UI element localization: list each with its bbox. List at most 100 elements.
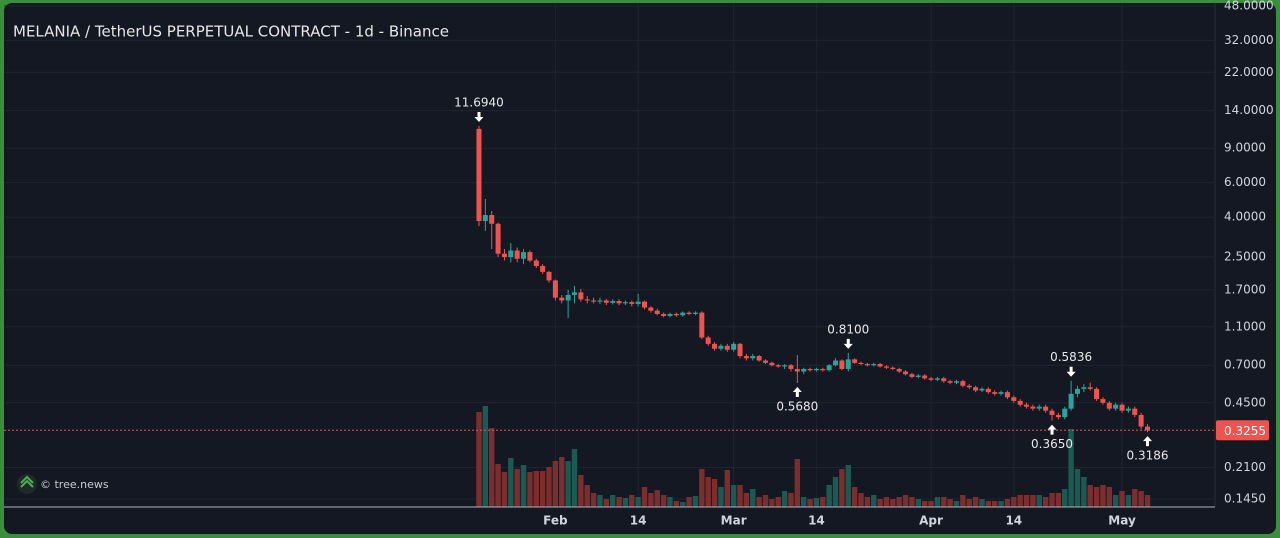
candle-body xyxy=(686,312,692,314)
volume-bar xyxy=(1030,495,1036,507)
y-tick-label: 6.0000 xyxy=(1224,175,1266,189)
volume-bar xyxy=(578,475,584,507)
annotation-label: 0.3186 xyxy=(1127,449,1169,463)
candle-body xyxy=(661,313,667,316)
candle-body xyxy=(501,253,507,258)
volume-bar xyxy=(820,497,826,507)
volume-bar xyxy=(832,477,839,507)
volume-bar xyxy=(985,501,992,507)
volume-bar xyxy=(1017,495,1023,507)
candle-body xyxy=(1068,393,1074,409)
volume-bar xyxy=(781,491,788,507)
volume-bar xyxy=(724,470,730,507)
candle-body xyxy=(1113,404,1119,409)
candle-body xyxy=(1074,388,1080,394)
candle-body xyxy=(680,312,686,316)
x-tick-label: May xyxy=(1108,514,1136,528)
candle-body xyxy=(642,301,648,308)
volume-bar xyxy=(769,499,775,507)
candle-body xyxy=(482,215,488,222)
candle-body xyxy=(1106,402,1112,409)
candle-body xyxy=(1043,406,1049,411)
volume-bar xyxy=(584,485,590,507)
volume-bar xyxy=(813,498,820,507)
candle-body xyxy=(1017,400,1023,405)
x-tick-label: 14 xyxy=(808,514,825,528)
candle-body xyxy=(546,271,552,281)
candle-body xyxy=(1062,408,1068,418)
volume-bar xyxy=(501,472,508,507)
volume-bar xyxy=(692,496,699,507)
candle-body xyxy=(1011,397,1017,401)
y-tick-label: 0.4500 xyxy=(1224,395,1266,409)
candle-body xyxy=(1138,414,1144,427)
candle-body xyxy=(635,301,641,304)
volume-bar xyxy=(947,499,953,507)
volume-bar xyxy=(890,499,896,507)
annotation-arrow xyxy=(792,386,802,397)
candle-body xyxy=(654,310,660,314)
volume-bar xyxy=(928,501,934,507)
volume-bar xyxy=(660,495,667,507)
volume-bar xyxy=(775,497,781,507)
volume-bar xyxy=(1144,495,1151,507)
volume-bar xyxy=(979,499,985,507)
candle-body xyxy=(934,378,940,380)
candle-body xyxy=(807,368,813,371)
volume-bar xyxy=(1049,493,1055,507)
candle-body xyxy=(852,359,858,363)
y-tick-label: 9.0000 xyxy=(1224,141,1266,155)
candle-body xyxy=(877,364,883,367)
candle-body xyxy=(1094,388,1100,400)
volume-bar xyxy=(686,497,692,507)
candle-body xyxy=(820,368,826,371)
volume-bar xyxy=(1119,491,1125,507)
y-tick-label: 1.7000 xyxy=(1224,282,1266,296)
volume-bar xyxy=(667,497,673,507)
volume-bar xyxy=(489,428,495,507)
x-tick-label: Mar xyxy=(721,514,747,528)
x-tick-label: 14 xyxy=(1005,514,1022,528)
y-tick-label: 32.0000 xyxy=(1224,33,1274,47)
volume-bar xyxy=(909,497,915,507)
volume-bar xyxy=(546,467,552,507)
volume-bar xyxy=(1042,497,1049,507)
candle-body xyxy=(915,375,921,377)
candle-body xyxy=(839,360,845,369)
volume-bar xyxy=(1011,497,1017,507)
candle-body xyxy=(737,343,743,357)
y-tick-label: 4.0000 xyxy=(1224,210,1266,224)
candle-body xyxy=(928,378,934,380)
candle-body xyxy=(833,360,839,366)
candle-body xyxy=(559,297,565,301)
volume-bar xyxy=(1055,493,1062,507)
volume-bar xyxy=(641,487,648,507)
y-tick-label: 14.0000 xyxy=(1224,103,1274,117)
candle-body xyxy=(578,292,584,300)
volume-bar xyxy=(495,464,501,507)
volume-bar xyxy=(839,469,845,507)
volume-bar xyxy=(851,487,858,507)
candle-body xyxy=(762,360,768,363)
candle-body xyxy=(591,300,597,302)
candle-body xyxy=(1055,414,1061,418)
candle-body xyxy=(992,392,998,394)
volume-bar xyxy=(533,471,539,507)
volume-bar xyxy=(992,501,998,507)
volume-bar xyxy=(1132,489,1138,507)
volume-bar xyxy=(705,477,711,507)
volume-bar xyxy=(902,495,909,507)
x-tick-label: 14 xyxy=(630,514,647,528)
volume-bar xyxy=(590,493,597,507)
y-tick-label: 48.0000 xyxy=(1224,0,1274,12)
volume-bar xyxy=(508,458,514,507)
volume-bar xyxy=(648,493,654,507)
candle-body xyxy=(871,364,877,366)
candle-body xyxy=(775,365,781,367)
volume-bar xyxy=(718,487,724,507)
candle-body xyxy=(966,385,972,388)
candle-body xyxy=(1119,404,1125,411)
candle-body xyxy=(533,260,539,267)
candle-body xyxy=(890,367,896,369)
volume-bar xyxy=(858,493,864,507)
